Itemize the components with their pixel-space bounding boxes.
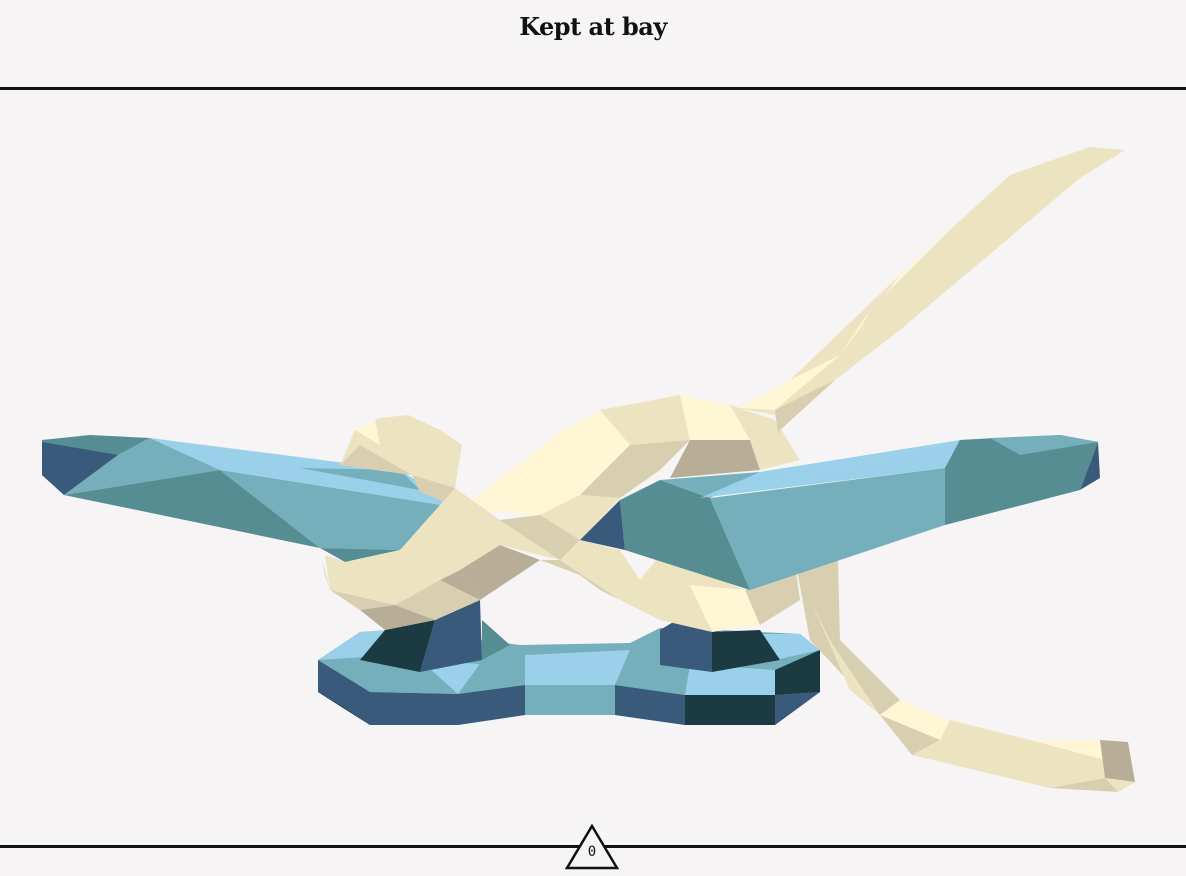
rope-knot: [322, 395, 800, 632]
puzzle-scene[interactable]: [0, 93, 1186, 845]
cleat-left-horn: [42, 435, 460, 562]
triangle-icon: [564, 823, 620, 870]
cleat-right-horn: [580, 435, 1100, 590]
rope-tail-lower: [795, 560, 1135, 792]
rope-tail-upper: [738, 147, 1125, 432]
counter-value: 0: [587, 844, 597, 860]
puzzle-title: Kept at bay: [519, 12, 667, 41]
move-counter: 0: [564, 822, 620, 872]
header-bar: Kept at bay: [0, 0, 1186, 90]
